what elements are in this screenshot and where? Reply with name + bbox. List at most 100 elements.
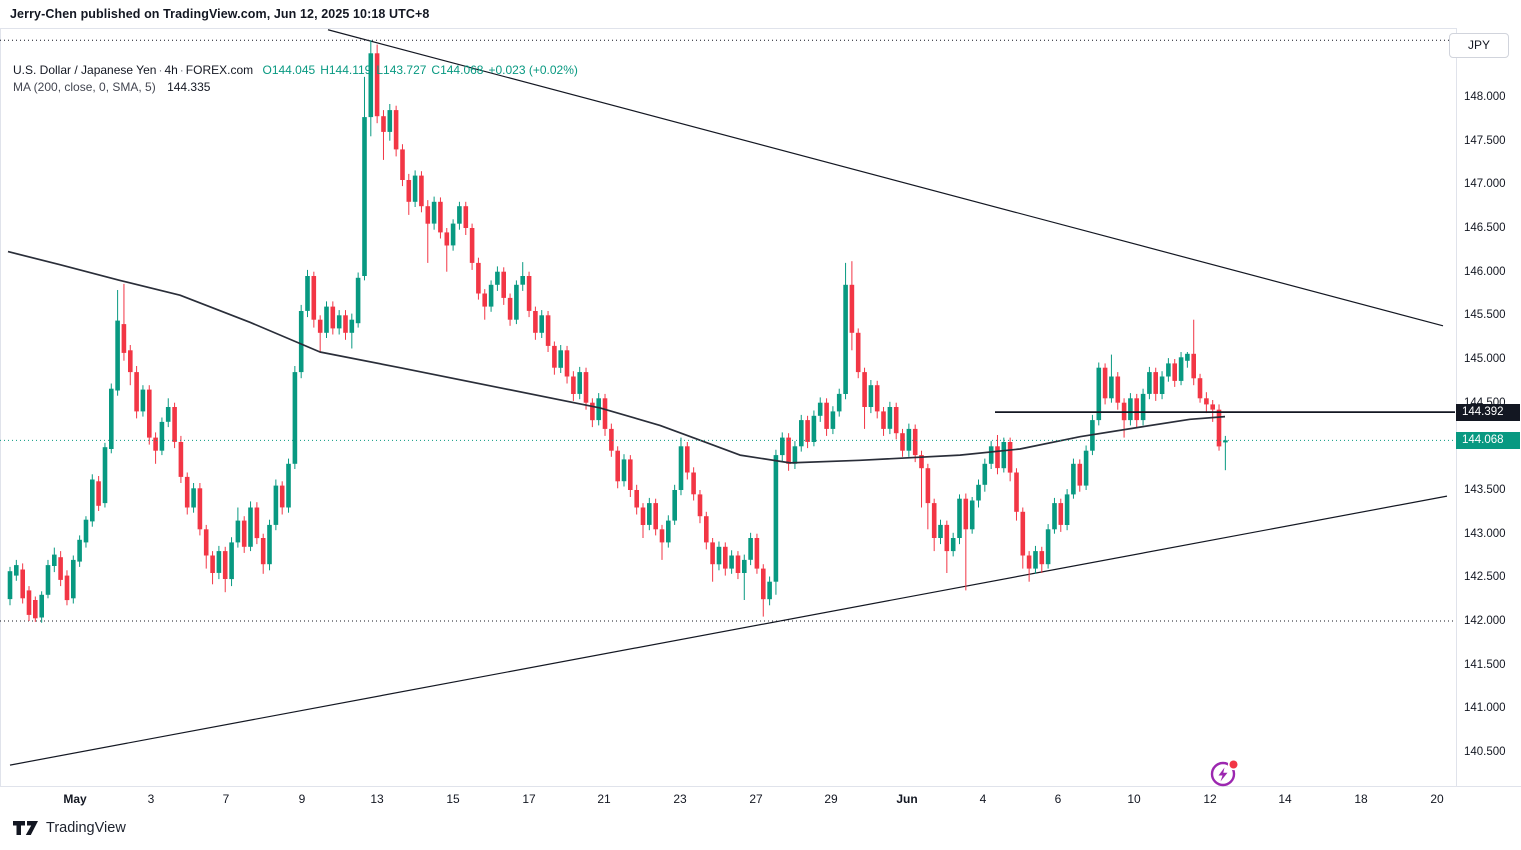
candle-body <box>805 420 810 442</box>
tradingview-brand-text[interactable]: TradingView <box>46 820 126 836</box>
price-label-144.392: 144.392 <box>1456 403 1520 421</box>
candle-body <box>742 559 747 573</box>
price-tick-label: 148.000 <box>1464 91 1506 103</box>
candle-body <box>1140 393 1146 421</box>
candle-body <box>1014 472 1019 512</box>
time-tick-label-10: 10 <box>1127 792 1141 806</box>
candle-body <box>1115 376 1121 403</box>
candle-body <box>1064 494 1070 525</box>
candle-body <box>83 519 89 543</box>
price-tick-label: 141.500 <box>1464 658 1506 671</box>
candle-body <box>311 276 317 320</box>
candle-body <box>1039 551 1045 565</box>
candle-body <box>96 481 101 506</box>
candle-body <box>583 372 589 403</box>
time-tick-label-6: 6 <box>1054 792 1062 806</box>
candle-body <box>558 350 563 368</box>
candle-body <box>678 446 684 490</box>
candle-body <box>1178 357 1184 381</box>
candle-body <box>653 503 658 530</box>
interval-label[interactable]: 4h <box>164 63 178 77</box>
candle-body <box>273 485 279 525</box>
time-axis[interactable]: May 3 7 9 13 15 17 21 23 27 29 Jun 4 6 10 12 14 18 20 <box>0 786 1521 812</box>
price-tick-label: 143.000 <box>1464 527 1506 540</box>
price-tick-label: 145.000 <box>1464 353 1506 365</box>
candle-body <box>1045 529 1051 565</box>
candle-body <box>419 175 424 207</box>
candle-body <box>602 398 608 429</box>
trendline-lower-ascending[interactable] <box>9 495 1448 766</box>
candle-body <box>1102 367 1108 399</box>
candle-body <box>1096 367 1102 421</box>
close-value: C144.068 <box>431 63 484 77</box>
candle-body <box>773 455 779 582</box>
candle-body <box>1033 551 1038 569</box>
candle-body <box>387 110 393 132</box>
candle-body <box>925 468 931 504</box>
symbol-row: U.S. Dollar / Japanese Yen · 4h · FOREX.com … <box>13 63 578 77</box>
candle-body <box>780 437 785 456</box>
chart-plot-area[interactable]: U.S. Dollar / Japanese Yen · 4h · FOREX.com … <box>0 28 1455 786</box>
signal-marker[interactable] <box>1209 755 1243 791</box>
candle-body <box>830 411 836 429</box>
chart-legend: U.S. Dollar / Japanese Yen · 4h · FOREX.com … <box>13 62 583 95</box>
candle-body <box>336 315 342 329</box>
candle-body <box>39 594 44 618</box>
candle-body <box>197 488 203 530</box>
candle-body <box>988 446 994 464</box>
price-tick-label: 142.500 <box>1464 571 1506 584</box>
time-tick-label-Jun: Jun <box>896 792 918 806</box>
candle-body <box>1001 442 1007 469</box>
candle-body <box>799 420 804 447</box>
candle-body <box>1216 409 1222 447</box>
candle-body <box>349 319 355 333</box>
candle-body <box>14 565 19 576</box>
candle-body <box>710 542 715 565</box>
candle-body <box>596 398 601 421</box>
candle-body <box>1007 442 1013 473</box>
candle-body <box>1026 555 1032 569</box>
candle-body <box>457 206 462 224</box>
candle-body <box>26 590 32 615</box>
candle-body <box>476 262 481 294</box>
ma-indicator-row: MA (200, close, 0, SMA, 5) 144.335 <box>13 79 583 95</box>
time-tick-label-13: 13 <box>370 792 384 806</box>
price-axis[interactable]: JPY 148.000 147.500 147.000 146.500 146.000 1… <box>1449 28 1521 786</box>
candle-body <box>412 175 418 202</box>
candle-body <box>507 297 513 320</box>
candle-body <box>229 542 234 580</box>
candle-body <box>817 402 823 416</box>
candlestick-chart[interactable] <box>0 28 1455 786</box>
marker-circle-icon <box>1210 761 1236 787</box>
candles-group <box>7 40 1228 623</box>
tradingview-logo-icon[interactable] <box>12 820 39 836</box>
ma-indicator-label[interactable]: MA (200, close, 0, SMA, 5) <box>13 80 156 94</box>
currency-toggle-button[interactable]: JPY <box>1449 33 1509 58</box>
candle-body <box>438 201 443 233</box>
candle-body <box>216 551 222 573</box>
candle-body <box>552 345 557 368</box>
candle-body <box>881 411 886 429</box>
candle-body <box>298 311 304 373</box>
candle-body <box>1128 398 1133 421</box>
candle-body <box>647 503 652 525</box>
candle-body <box>1191 353 1196 379</box>
candle-body <box>488 284 494 307</box>
candle-body <box>811 415 817 442</box>
candle-body <box>90 479 95 522</box>
price-tick-label: 147.500 <box>1464 134 1506 147</box>
candle-body <box>400 149 405 180</box>
candle-body <box>1166 363 1171 377</box>
candle-body <box>58 557 63 580</box>
candle-body <box>526 276 532 311</box>
candle-body <box>691 472 696 495</box>
candle-body <box>20 569 25 599</box>
candle-body <box>545 315 551 346</box>
trendline-upper-descending[interactable] <box>327 29 1444 327</box>
candle-body <box>248 507 253 547</box>
ma-200-line[interactable] <box>7 250 1226 464</box>
time-tick-label-4: 4 <box>979 792 987 806</box>
candle-body <box>1172 363 1177 381</box>
candle-body <box>906 428 912 451</box>
candle-body <box>533 311 538 333</box>
